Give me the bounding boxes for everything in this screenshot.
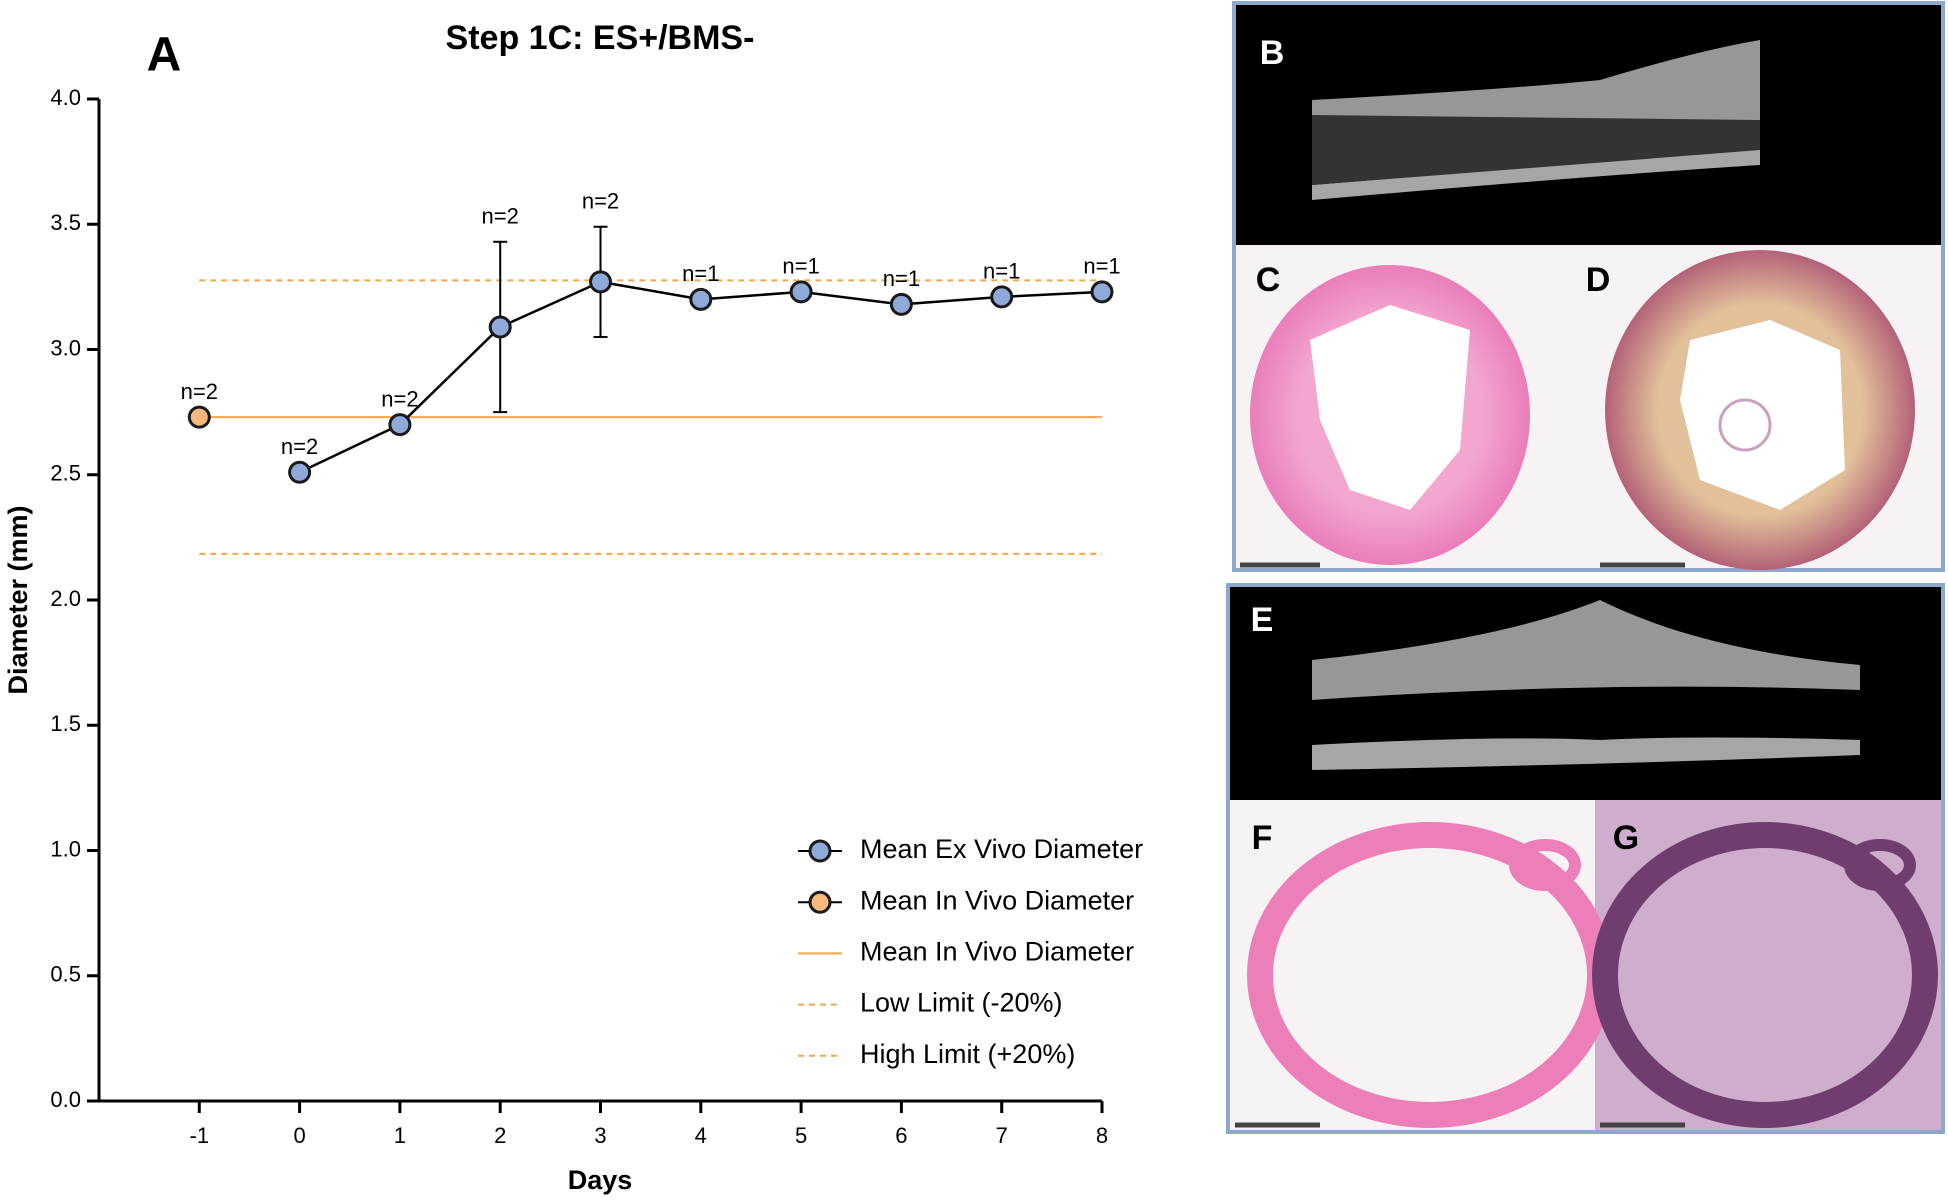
x-tick-label: 5 [795,1123,807,1148]
x-axis-label: Days [568,1165,633,1195]
data-point [889,292,913,316]
y-axis-label: Diameter (mm) [3,505,33,694]
n-label: n=1 [1083,254,1120,279]
y-tick-label: 2.5 [50,461,81,486]
x-tick-label: 0 [293,1123,305,1148]
y-tick-label: 1.5 [50,711,81,736]
legend-marker [808,890,832,914]
legend-label: Low Limit (-20%) [860,988,1063,1018]
n-label: n=2 [181,379,218,404]
data-point [990,285,1014,309]
x-tick-label: 4 [695,1123,707,1148]
x-tick-label: 6 [895,1123,907,1148]
y-tick-label: 0.5 [50,962,81,987]
n-label: n=1 [983,259,1020,284]
y-tick-label: 0.0 [50,1087,81,1112]
data-point [187,405,211,429]
image-panel-bottom [1226,583,1945,1134]
image-panel-label: C [1256,261,1281,299]
data-point [388,413,412,437]
legend-marker [808,839,832,863]
x-tick-label: 3 [594,1123,606,1148]
legend-label: High Limit (+20%) [860,1039,1075,1069]
n-label: n=1 [883,266,920,291]
legend-label: Mean In Vivo Diameter [860,885,1134,915]
y-tick-label: 3.5 [50,210,81,235]
n-label: n=2 [482,204,519,229]
n-label: n=2 [381,386,418,411]
y-tick-label: 1.0 [50,836,81,861]
chart-title: Step 1C: ES+/BMS- [446,19,755,57]
x-tick-label: -1 [190,1123,210,1148]
data-point [789,280,813,304]
y-tick-label: 3.0 [50,335,81,360]
y-tick-label: 4.0 [50,85,81,110]
image-panel-label: B [1260,34,1285,72]
n-label: n=1 [682,261,719,286]
x-tick-label: 1 [394,1123,406,1148]
image-panel-label: D [1586,261,1611,299]
legend-label: Mean In Vivo Diameter [860,937,1134,967]
panel-label: A [147,29,182,82]
image-panel-label: E [1251,601,1274,639]
data-point [589,270,612,294]
x-tick-label: 2 [494,1123,506,1148]
n-label: n=2 [582,189,619,214]
data-point [488,315,512,339]
y-tick-label: 2.0 [50,586,81,611]
n-label: n=1 [782,254,819,279]
x-tick-label: 7 [996,1123,1008,1148]
data-point [288,460,312,484]
n-label: n=2 [281,434,318,459]
image-panel-top [1232,1,1945,572]
data-point [689,287,713,311]
x-tick-label: 8 [1096,1123,1108,1148]
legend-label: Mean Ex Vivo Diameter [860,834,1143,864]
image-panel-label: F [1252,819,1273,857]
data-point [1090,280,1114,304]
image-panel-label: G [1613,819,1639,857]
